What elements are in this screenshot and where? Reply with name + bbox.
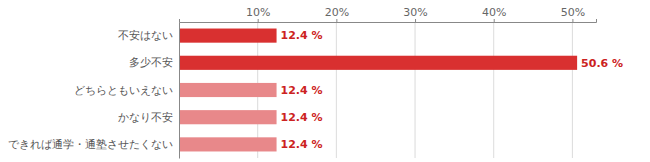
x-axis: 10% 20% 30% 40% 50% (180, 6, 597, 23)
grid (258, 22, 573, 158)
tick-label: どちらともいえない (74, 84, 173, 97)
bar (179, 29, 277, 43)
data-labels: 12.4 % 50.6 % 12.4 % 12.4 % 12.4 % (281, 29, 624, 151)
tick-mark (258, 19, 259, 22)
grid-line (572, 22, 573, 158)
tick-label: 多少不安 (129, 56, 173, 69)
chart-container: 10% 20% 30% 40% 50% 不安はない多少不安どちらともいえないかなり不安でき… (0, 0, 650, 162)
tick-mark (494, 19, 495, 22)
grid-line (336, 22, 337, 158)
tick: 多少不安 (129, 56, 173, 69)
tick-label: 不安はない (118, 29, 173, 42)
tick: 20% (325, 6, 349, 22)
tick: 40% (482, 6, 506, 22)
axis-line (179, 23, 180, 159)
tick: 10% (246, 6, 270, 22)
chart-svg: 10% 20% 30% 40% 50% 不安はない多少不安どちらともいえないかなり不安でき… (0, 0, 650, 162)
grid-line (493, 22, 494, 158)
tick-label: 50% (561, 6, 585, 19)
tick-label: 40% (482, 6, 506, 19)
grid-line (415, 22, 416, 158)
tick-label: 20% (325, 6, 349, 19)
tick: どちらともいえない (74, 84, 173, 97)
y-axis: 不安はない多少不安どちらともいえないかなり不安できれば通学・通塾させたくない (8, 23, 180, 159)
tick-mark (572, 19, 573, 22)
data-label: 50.6 % (581, 57, 623, 70)
tick: 50% (561, 6, 585, 22)
tick: できれば通学・通塾させたくない (8, 138, 173, 151)
tick-label: できれば通学・通塾させたくない (8, 138, 173, 151)
data-label: 12.4 % (281, 84, 323, 97)
axis-line (180, 19, 597, 23)
tick-label: 10% (246, 6, 270, 19)
tick-label: 30% (403, 6, 427, 19)
bar (179, 110, 277, 124)
tick-label: かなり不安 (118, 111, 173, 124)
tick-mark (336, 19, 337, 22)
bars (179, 29, 577, 152)
tick: 不安はない (118, 29, 173, 42)
tick: 30% (403, 6, 427, 22)
tick-mark (415, 19, 416, 22)
tick: かなり不安 (118, 111, 173, 124)
bar (179, 83, 277, 97)
data-label: 12.4 % (281, 29, 323, 42)
bar (179, 56, 577, 70)
data-label: 12.4 % (281, 111, 323, 124)
data-label: 12.4 % (281, 138, 323, 151)
bar (179, 137, 277, 151)
